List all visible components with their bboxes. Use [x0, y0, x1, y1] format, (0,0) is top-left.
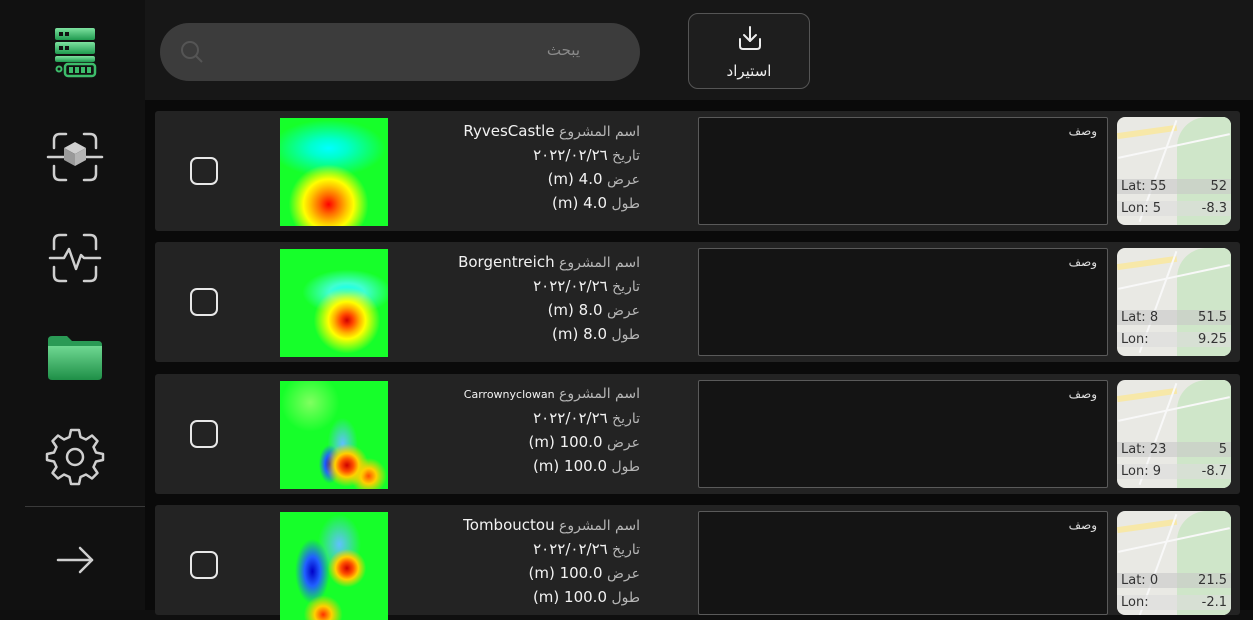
import-button[interactable]: استيراد — [688, 13, 810, 89]
map-thumbnail[interactable]: Lat: 55 52 Lon: 5 -8.3 — [1117, 117, 1231, 225]
search-icon — [181, 41, 203, 63]
lat-readout: Lat: 0 21.5 — [1117, 573, 1231, 588]
project-row[interactable]: اسم المشروع Carrownyclowan تاريخ ٢٠٢٢/٠٢… — [155, 374, 1240, 494]
scan-activity-icon — [48, 233, 102, 283]
date-label: تاريخ — [612, 542, 640, 558]
project-width: 100.0 (m) — [528, 564, 603, 582]
lat-readout: Lat: 23 5 — [1117, 442, 1231, 457]
project-name-label: اسم المشروع — [559, 518, 640, 534]
heatmap-thumbnail — [280, 381, 388, 489]
lon-readout: Lon: 5 -8.3 — [1117, 201, 1231, 216]
scan-3d-icon — [46, 132, 104, 182]
sidebar-divider — [25, 506, 145, 507]
search-placeholder: يبحث — [546, 41, 580, 59]
project-info: اسم المشروع Tombouctou تاريخ ٢٠٢٢/٠٢/٢٦ … — [420, 513, 640, 609]
sidebar-item-logout[interactable] — [40, 525, 110, 595]
project-length: 8.0 (m) — [552, 325, 607, 343]
date-label: تاريخ — [612, 148, 640, 164]
map-thumbnail[interactable]: Lat: 0 21.5 Lon: -2.1 — [1117, 511, 1231, 615]
lat-readout: Lat: 55 52 — [1117, 179, 1231, 194]
date-label: تاريخ — [612, 411, 640, 427]
project-length: 4.0 (m) — [552, 194, 607, 212]
arrow-right-icon — [56, 546, 94, 574]
server-icon — [55, 28, 97, 78]
width-label: عرض — [606, 303, 640, 319]
project-width: 4.0 (m) — [547, 170, 603, 188]
lat-readout: Lat: 8 51.5 — [1117, 310, 1231, 325]
download-icon — [739, 26, 761, 50]
heatmap-thumbnail — [280, 512, 388, 620]
description-field[interactable]: وصف — [698, 117, 1108, 225]
description-label: وصف — [1068, 255, 1097, 269]
project-row[interactable]: اسم المشروع RyvesCastle تاريخ ٢٠٢٢/٠٢/٢٦… — [155, 111, 1240, 231]
width-label: عرض — [606, 435, 640, 451]
map-thumbnail[interactable]: Lat: 8 51.5 Lon: 9.25 — [1117, 248, 1231, 356]
sidebar — [0, 0, 145, 610]
project-width: 100.0 (m) — [528, 433, 603, 451]
description-label: وصف — [1068, 518, 1097, 532]
lon-readout: Lon: 9 -8.7 — [1117, 464, 1231, 479]
map-thumbnail[interactable]: Lat: 23 5 Lon: 9 -8.7 — [1117, 380, 1231, 488]
project-name: Tombouctou — [463, 516, 555, 534]
length-label: طول — [611, 196, 640, 212]
project-name: Borgentreich — [458, 253, 555, 271]
sidebar-item-devices[interactable] — [40, 15, 110, 85]
lon-readout: Lon: 9.25 — [1117, 332, 1231, 347]
date-label: تاريخ — [612, 279, 640, 295]
project-width: 8.0 (m) — [547, 301, 603, 319]
import-button-label: استيراد — [726, 62, 772, 80]
project-row[interactable]: اسم المشروع Borgentreich تاريخ ٢٠٢٢/٠٢/٢… — [155, 242, 1240, 362]
project-info: اسم المشروع Borgentreich تاريخ ٢٠٢٢/٠٢/٢… — [420, 250, 640, 346]
heatmap-thumbnail — [280, 249, 388, 357]
sidebar-item-scan-3d[interactable] — [40, 122, 110, 192]
row-checkbox[interactable] — [190, 551, 218, 579]
heatmap-thumbnail — [280, 118, 388, 226]
row-checkbox[interactable] — [190, 157, 218, 185]
sidebar-item-settings[interactable] — [40, 420, 110, 490]
project-date: ٢٠٢٢/٠٢/٢٦ — [533, 540, 608, 558]
project-name: Carrownyclowan — [463, 388, 555, 401]
sidebar-item-projects[interactable] — [40, 322, 110, 392]
project-name-label: اسم المشروع — [559, 255, 640, 271]
project-name: RyvesCastle — [463, 122, 555, 140]
description-label: وصف — [1068, 387, 1097, 401]
project-name-label: اسم المشروع — [559, 124, 640, 140]
row-checkbox[interactable] — [190, 420, 218, 448]
description-field[interactable]: وصف — [698, 380, 1108, 488]
project-date: ٢٠٢٢/٠٢/٢٦ — [533, 277, 608, 295]
project-list[interactable]: اسم المشروع RyvesCastle تاريخ ٢٠٢٢/٠٢/٢٦… — [145, 100, 1253, 620]
length-label: طول — [611, 459, 640, 475]
width-label: عرض — [606, 566, 640, 582]
length-label: طول — [611, 327, 640, 343]
project-info: اسم المشروع RyvesCastle تاريخ ٢٠٢٢/٠٢/٢٦… — [420, 119, 640, 215]
width-label: عرض — [606, 172, 640, 188]
project-length: 100.0 (m) — [532, 457, 607, 475]
search-input[interactable]: يبحث — [160, 23, 640, 81]
length-label: طول — [611, 590, 640, 606]
project-info: اسم المشروع Carrownyclowan تاريخ ٢٠٢٢/٠٢… — [420, 382, 640, 478]
project-length: 100.0 (m) — [532, 588, 607, 606]
lon-readout: Lon: -2.1 — [1117, 595, 1231, 610]
project-date: ٢٠٢٢/٠٢/٢٦ — [533, 146, 608, 164]
gear-icon — [45, 428, 105, 486]
project-date: ٢٠٢٢/٠٢/٢٦ — [533, 409, 608, 427]
description-field[interactable]: وصف — [698, 248, 1108, 356]
description-field[interactable]: وصف — [698, 511, 1108, 615]
row-checkbox[interactable] — [190, 288, 218, 316]
project-name-label: اسم المشروع — [559, 386, 640, 402]
description-label: وصف — [1068, 124, 1097, 138]
sidebar-item-scan-activity[interactable] — [40, 223, 110, 293]
top-bar: يبحث استيراد — [145, 0, 1253, 100]
folder-icon — [48, 336, 102, 380]
project-row[interactable]: اسم المشروع Tombouctou تاريخ ٢٠٢٢/٠٢/٢٦ … — [155, 505, 1240, 620]
